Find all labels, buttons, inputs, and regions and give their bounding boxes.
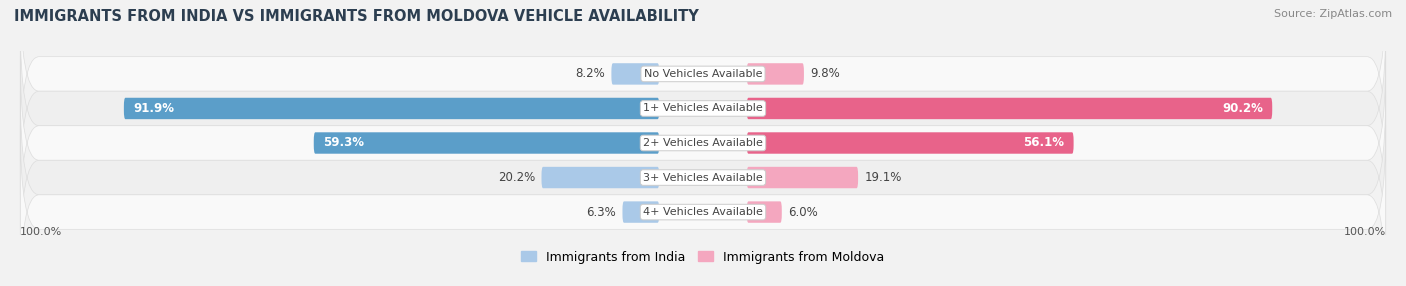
Text: 56.1%: 56.1% xyxy=(1024,136,1064,150)
FancyBboxPatch shape xyxy=(20,22,1386,195)
Text: 19.1%: 19.1% xyxy=(865,171,901,184)
Text: 90.2%: 90.2% xyxy=(1222,102,1263,115)
Text: 20.2%: 20.2% xyxy=(498,171,536,184)
FancyBboxPatch shape xyxy=(747,167,858,188)
FancyBboxPatch shape xyxy=(612,63,659,85)
Text: No Vehicles Available: No Vehicles Available xyxy=(644,69,762,79)
Text: 100.0%: 100.0% xyxy=(1343,227,1386,237)
Text: 6.3%: 6.3% xyxy=(586,206,616,219)
FancyBboxPatch shape xyxy=(20,57,1386,229)
Text: 59.3%: 59.3% xyxy=(323,136,364,150)
FancyBboxPatch shape xyxy=(314,132,659,154)
FancyBboxPatch shape xyxy=(541,167,659,188)
FancyBboxPatch shape xyxy=(20,126,1386,286)
Text: 91.9%: 91.9% xyxy=(134,102,174,115)
FancyBboxPatch shape xyxy=(747,132,1074,154)
FancyBboxPatch shape xyxy=(20,91,1386,264)
FancyBboxPatch shape xyxy=(623,201,659,223)
FancyBboxPatch shape xyxy=(124,98,659,119)
Text: 100.0%: 100.0% xyxy=(20,227,63,237)
FancyBboxPatch shape xyxy=(747,63,804,85)
Text: 8.2%: 8.2% xyxy=(575,67,605,80)
Text: 3+ Vehicles Available: 3+ Vehicles Available xyxy=(643,172,763,182)
FancyBboxPatch shape xyxy=(747,201,782,223)
Text: IMMIGRANTS FROM INDIA VS IMMIGRANTS FROM MOLDOVA VEHICLE AVAILABILITY: IMMIGRANTS FROM INDIA VS IMMIGRANTS FROM… xyxy=(14,9,699,23)
FancyBboxPatch shape xyxy=(20,0,1386,160)
Text: 2+ Vehicles Available: 2+ Vehicles Available xyxy=(643,138,763,148)
Text: 6.0%: 6.0% xyxy=(787,206,818,219)
Text: 4+ Vehicles Available: 4+ Vehicles Available xyxy=(643,207,763,217)
Legend: Immigrants from India, Immigrants from Moldova: Immigrants from India, Immigrants from M… xyxy=(516,246,890,269)
Text: Source: ZipAtlas.com: Source: ZipAtlas.com xyxy=(1274,9,1392,19)
Text: 9.8%: 9.8% xyxy=(810,67,839,80)
FancyBboxPatch shape xyxy=(747,98,1272,119)
Text: 1+ Vehicles Available: 1+ Vehicles Available xyxy=(643,104,763,114)
